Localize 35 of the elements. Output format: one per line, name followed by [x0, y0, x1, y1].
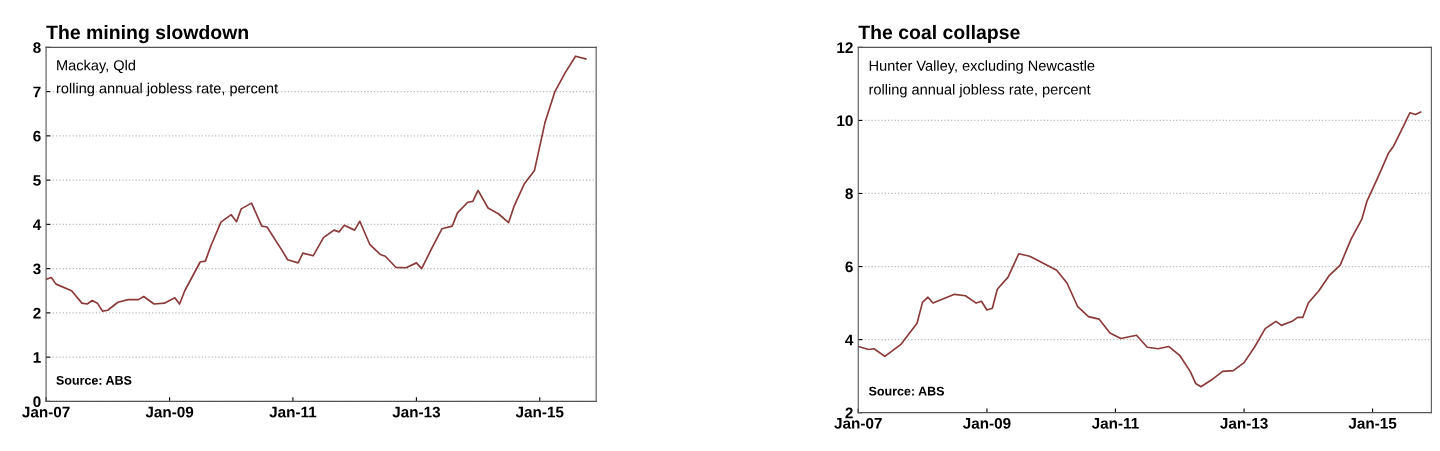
y-tick-label: 10: [837, 115, 853, 127]
line-series: [858, 111, 1422, 388]
x-tick-label: Jan-09: [145, 406, 194, 418]
y-tick-label: 2: [845, 407, 853, 419]
x-tick-label: Jan-11: [1091, 418, 1139, 429]
y-tick-label: 12: [837, 42, 853, 53]
x-tick-label: Jan-11: [269, 406, 317, 418]
x-tick-label: Jan-07: [834, 417, 882, 429]
annotation: rolling annual jobless rate, percent: [869, 83, 1091, 98]
annotation: rolling annual jobless rate, percent: [56, 82, 278, 97]
y-tick-label: 6: [845, 261, 853, 273]
y-tick-label: 4: [845, 334, 854, 346]
y-tick-label: 4: [32, 219, 42, 230]
x-tick-label: Jan-13: [1220, 417, 1268, 429]
y-tick-label: 8: [845, 188, 853, 200]
chart-title: The mining slowdown: [46, 24, 248, 44]
y-tick-label: 0: [33, 396, 41, 408]
y-tick-label: 6: [33, 130, 41, 142]
y-tick-label: 3: [33, 263, 41, 275]
y-tick-label: 7: [33, 86, 41, 98]
y-tick-label: 1: [33, 352, 41, 363]
text: Hunter Valley, excluding Newcastle: [869, 60, 1095, 74]
x-tick-label: Jan-09: [962, 417, 1011, 429]
annotation: Source: ABS: [56, 375, 132, 385]
y-tick-label: 5: [33, 175, 41, 186]
text: Mackay, Qld: [57, 59, 136, 74]
line-series: [46, 55, 587, 312]
annotation: Source: ABS: [868, 386, 944, 396]
x-tick-label: Jan-13: [392, 406, 441, 418]
x-tick-label: Jan-15: [515, 406, 564, 418]
y-tick-label: 8: [33, 42, 41, 54]
y-tick-label: 2: [33, 307, 41, 319]
x-tick-label: Jan-15: [1348, 418, 1397, 429]
x-tick-label: Jan-07: [22, 406, 70, 418]
chart-title: The coal collapse: [858, 24, 1020, 44]
